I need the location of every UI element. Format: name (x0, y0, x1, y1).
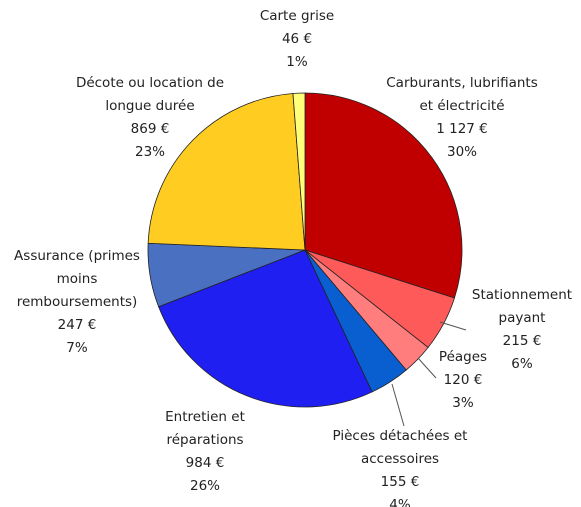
percent-label: 1% (286, 54, 308, 70)
slice-label: Carburants, lubrifiants et électricité 1 … (382, 72, 542, 164)
category-name: Carburants, lubrifiants et électricité (386, 75, 538, 114)
percent-label: 26% (189, 478, 220, 494)
value-label: 984 € (185, 455, 225, 471)
percent-label: 7% (66, 340, 88, 356)
category-name: Stationnement payant (471, 287, 573, 326)
slice-label: Entretien et réparations 984 € 26% (155, 406, 255, 498)
category-name: Péages (438, 349, 488, 365)
pie-slice (147, 93, 306, 251)
category-name: Carte grise (259, 8, 335, 24)
percent-label: 6% (511, 356, 533, 372)
leader-line (439, 321, 467, 331)
value-label: 869 € (130, 121, 170, 137)
pie-slice (292, 92, 306, 251)
value-label: 46 € (281, 31, 313, 47)
value-label: 247 € (57, 317, 97, 333)
value-label: 120 € (443, 372, 483, 388)
percent-label: 30% (446, 144, 477, 160)
value-label: 155 € (380, 474, 420, 490)
value-label: 1 127 € (436, 121, 488, 137)
slice-label: Pièces détachées et accessoires 155 € 4% (320, 425, 480, 507)
category-name: Pièces détachées et accessoires (332, 428, 468, 467)
slice-label: Carte grise 46 € 1% (247, 5, 347, 74)
percent-label: 23% (134, 144, 165, 160)
leader-line (417, 357, 437, 379)
slice-label: Assurance (primes moins remboursements) 2… (7, 245, 147, 360)
pie-slice (304, 92, 463, 299)
percent-label: 4% (389, 497, 411, 507)
value-label: 215 € (502, 333, 542, 349)
percent-label: 3% (452, 395, 474, 411)
category-name: Décote ou location de longue durée (75, 75, 225, 114)
slice-label: Stationnement payant 215 € 6% (466, 284, 578, 376)
category-name: Entretien et réparations (165, 409, 245, 448)
pie-slice (158, 249, 373, 408)
slice-label: Décote ou location de longue durée 869 € 2… (65, 72, 235, 164)
slice-label: Péages 120 € 3% (423, 346, 503, 415)
leader-line (391, 383, 405, 427)
category-name: Assurance (primes moins remboursements) (14, 248, 140, 310)
